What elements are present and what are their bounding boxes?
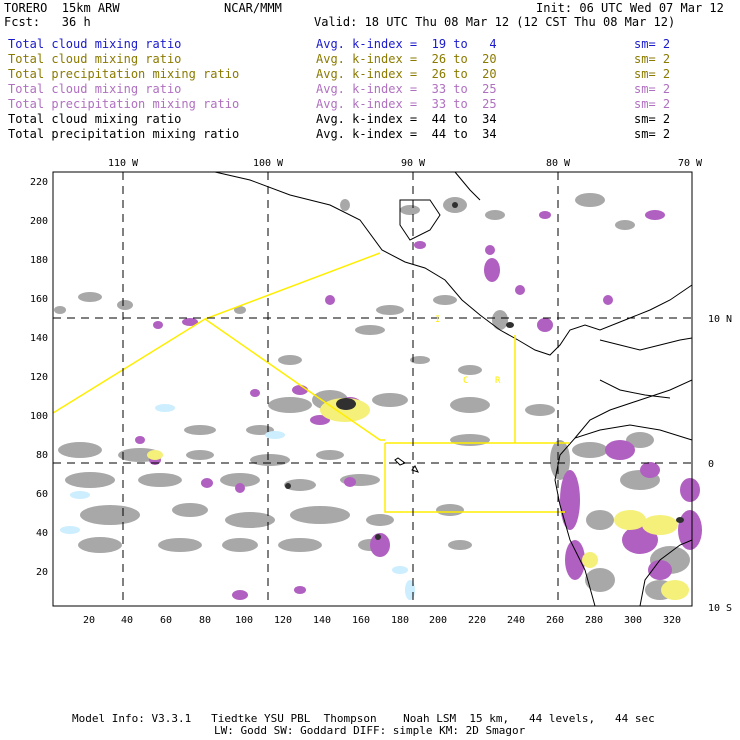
legend-field: Total precipitation mixing ratio	[8, 67, 240, 81]
legend-field: Total cloud mixing ratio	[8, 52, 182, 66]
legend-row: Total cloud mixing ratio Avg. k-index = …	[8, 52, 732, 66]
y-tick-label: 220	[30, 177, 48, 188]
lat-label: 0	[708, 459, 714, 470]
y-tick-label: 20	[36, 567, 48, 578]
coastlines	[214, 171, 693, 607]
y-tick-label: 40	[36, 528, 48, 539]
x-tick-label: 80	[199, 615, 211, 626]
y-axis-ticks: 220 200 180 160 140 120 100 80 60 40 20	[30, 177, 48, 578]
valid-time: Valid: 18 UTC Thu 08 Mar 12 (12 CST Thu …	[314, 15, 676, 29]
legend-kindex: Avg. k-index = 33 to 25	[316, 82, 497, 96]
model-info-line2: LW: Godd SW: Goddard DIFF: simple KM: 2D…	[214, 724, 526, 737]
legend-smoothing: sm= 2	[634, 127, 671, 141]
legend-kindex: Avg. k-index = 19 to 4	[316, 37, 497, 51]
y-tick-label: 120	[30, 372, 48, 383]
x-tick-label: 180	[391, 615, 409, 626]
cloud-yellow-layer	[147, 398, 689, 600]
cloud-gray-layer	[54, 193, 690, 600]
model-info-line1: Model Info: V3.3.1 Tiedtke YSU PBL Thomp…	[72, 712, 655, 725]
x-tick-label: 120	[274, 615, 292, 626]
map-frame	[52, 171, 693, 607]
legend-smoothing: sm= 2	[634, 97, 671, 111]
legend-kindex: Avg. k-index = 26 to 20	[316, 52, 497, 66]
x-tick-label: 100	[235, 615, 253, 626]
legend-kindex: Avg. k-index = 44 to 34	[316, 127, 497, 141]
legend-field: Total cloud mixing ratio	[8, 82, 182, 96]
x-axis-ticks: 20 40 60 80 100 120 140 160 180 200 220 …	[83, 615, 681, 626]
cloud-dark-core-layer	[285, 202, 684, 540]
lat-label: 10 S	[708, 603, 732, 614]
y-tick-label: 180	[30, 255, 48, 266]
legend-field: Total cloud mixing ratio	[8, 112, 182, 126]
x-tick-label: 20	[83, 615, 95, 626]
legend-field: Total cloud mixing ratio	[8, 37, 182, 51]
y-tick-label: 60	[36, 489, 48, 500]
lat-lon-grid	[53, 172, 692, 606]
lon-label: 110 W	[108, 158, 139, 169]
y-tick-label: 100	[30, 411, 48, 422]
y-tick-label: 140	[30, 333, 48, 344]
x-tick-label: 280	[585, 615, 603, 626]
y-tick-label: 160	[30, 294, 48, 305]
legend-field: Total precipitation mixing ratio	[8, 127, 240, 141]
annotation-label: C	[463, 376, 468, 386]
x-tick-label: 140	[313, 615, 331, 626]
lon-label: 70 W	[678, 158, 703, 169]
annotation-label: I	[435, 315, 440, 325]
model-title: TORERO 15km ARW	[4, 1, 120, 15]
x-tick-label: 260	[546, 615, 564, 626]
legend-row: Total precipitation mixing ratio Avg. k-…	[8, 97, 732, 111]
legend-smoothing: sm= 2	[634, 82, 671, 96]
lon-label: 90 W	[401, 158, 426, 169]
legend-kindex: Avg. k-index = 33 to 25	[316, 97, 497, 111]
x-tick-label: 60	[160, 615, 172, 626]
x-tick-label: 240	[507, 615, 525, 626]
legend-row: Total cloud mixing ratio Avg. k-index = …	[8, 112, 732, 126]
x-tick-label: 200	[429, 615, 447, 626]
x-tick-label: 160	[352, 615, 370, 626]
lat-labels: 10 N 0 10 S	[708, 314, 732, 614]
legend-row: Total precipitation mixing ratio Avg. k-…	[8, 127, 732, 141]
legend-kindex: Avg. k-index = 44 to 34	[316, 112, 497, 126]
legend-row: Total precipitation mixing ratio Avg. k-…	[8, 67, 732, 81]
legend-smoothing: sm= 2	[634, 52, 671, 66]
forecast-hour: Fcst: 36 h	[4, 15, 91, 29]
lon-labels: 110 W 100 W 90 W 80 W 70 W	[108, 158, 703, 169]
legend-row: Total cloud mixing ratio Avg. k-index = …	[8, 82, 732, 96]
domain-boundaries	[52, 252, 570, 513]
center-name: NCAR/MMM	[224, 1, 282, 15]
x-tick-label: 40	[121, 615, 133, 626]
y-tick-label: 80	[36, 450, 48, 461]
legend-smoothing: sm= 2	[634, 112, 671, 126]
legend-smoothing: sm= 2	[634, 37, 671, 51]
annotation-label: R	[495, 376, 501, 386]
y-tick-label: 200	[30, 216, 48, 227]
legend-smoothing: sm= 2	[634, 67, 671, 81]
lon-label: 100 W	[253, 158, 284, 169]
map-annotations: I C R	[435, 315, 501, 386]
lon-label: 80 W	[546, 158, 571, 169]
x-tick-label: 220	[468, 615, 486, 626]
lat-label: 10 N	[708, 314, 732, 325]
init-time: Init: 06 UTC Wed 07 Mar 12	[536, 1, 724, 15]
x-tick-label: 320	[663, 615, 681, 626]
legend-row: Total cloud mixing ratio Avg. k-index = …	[8, 37, 732, 51]
legend-kindex: Avg. k-index = 26 to 20	[316, 67, 497, 81]
legend-field: Total precipitation mixing ratio	[8, 97, 240, 111]
x-tick-label: 300	[624, 615, 642, 626]
